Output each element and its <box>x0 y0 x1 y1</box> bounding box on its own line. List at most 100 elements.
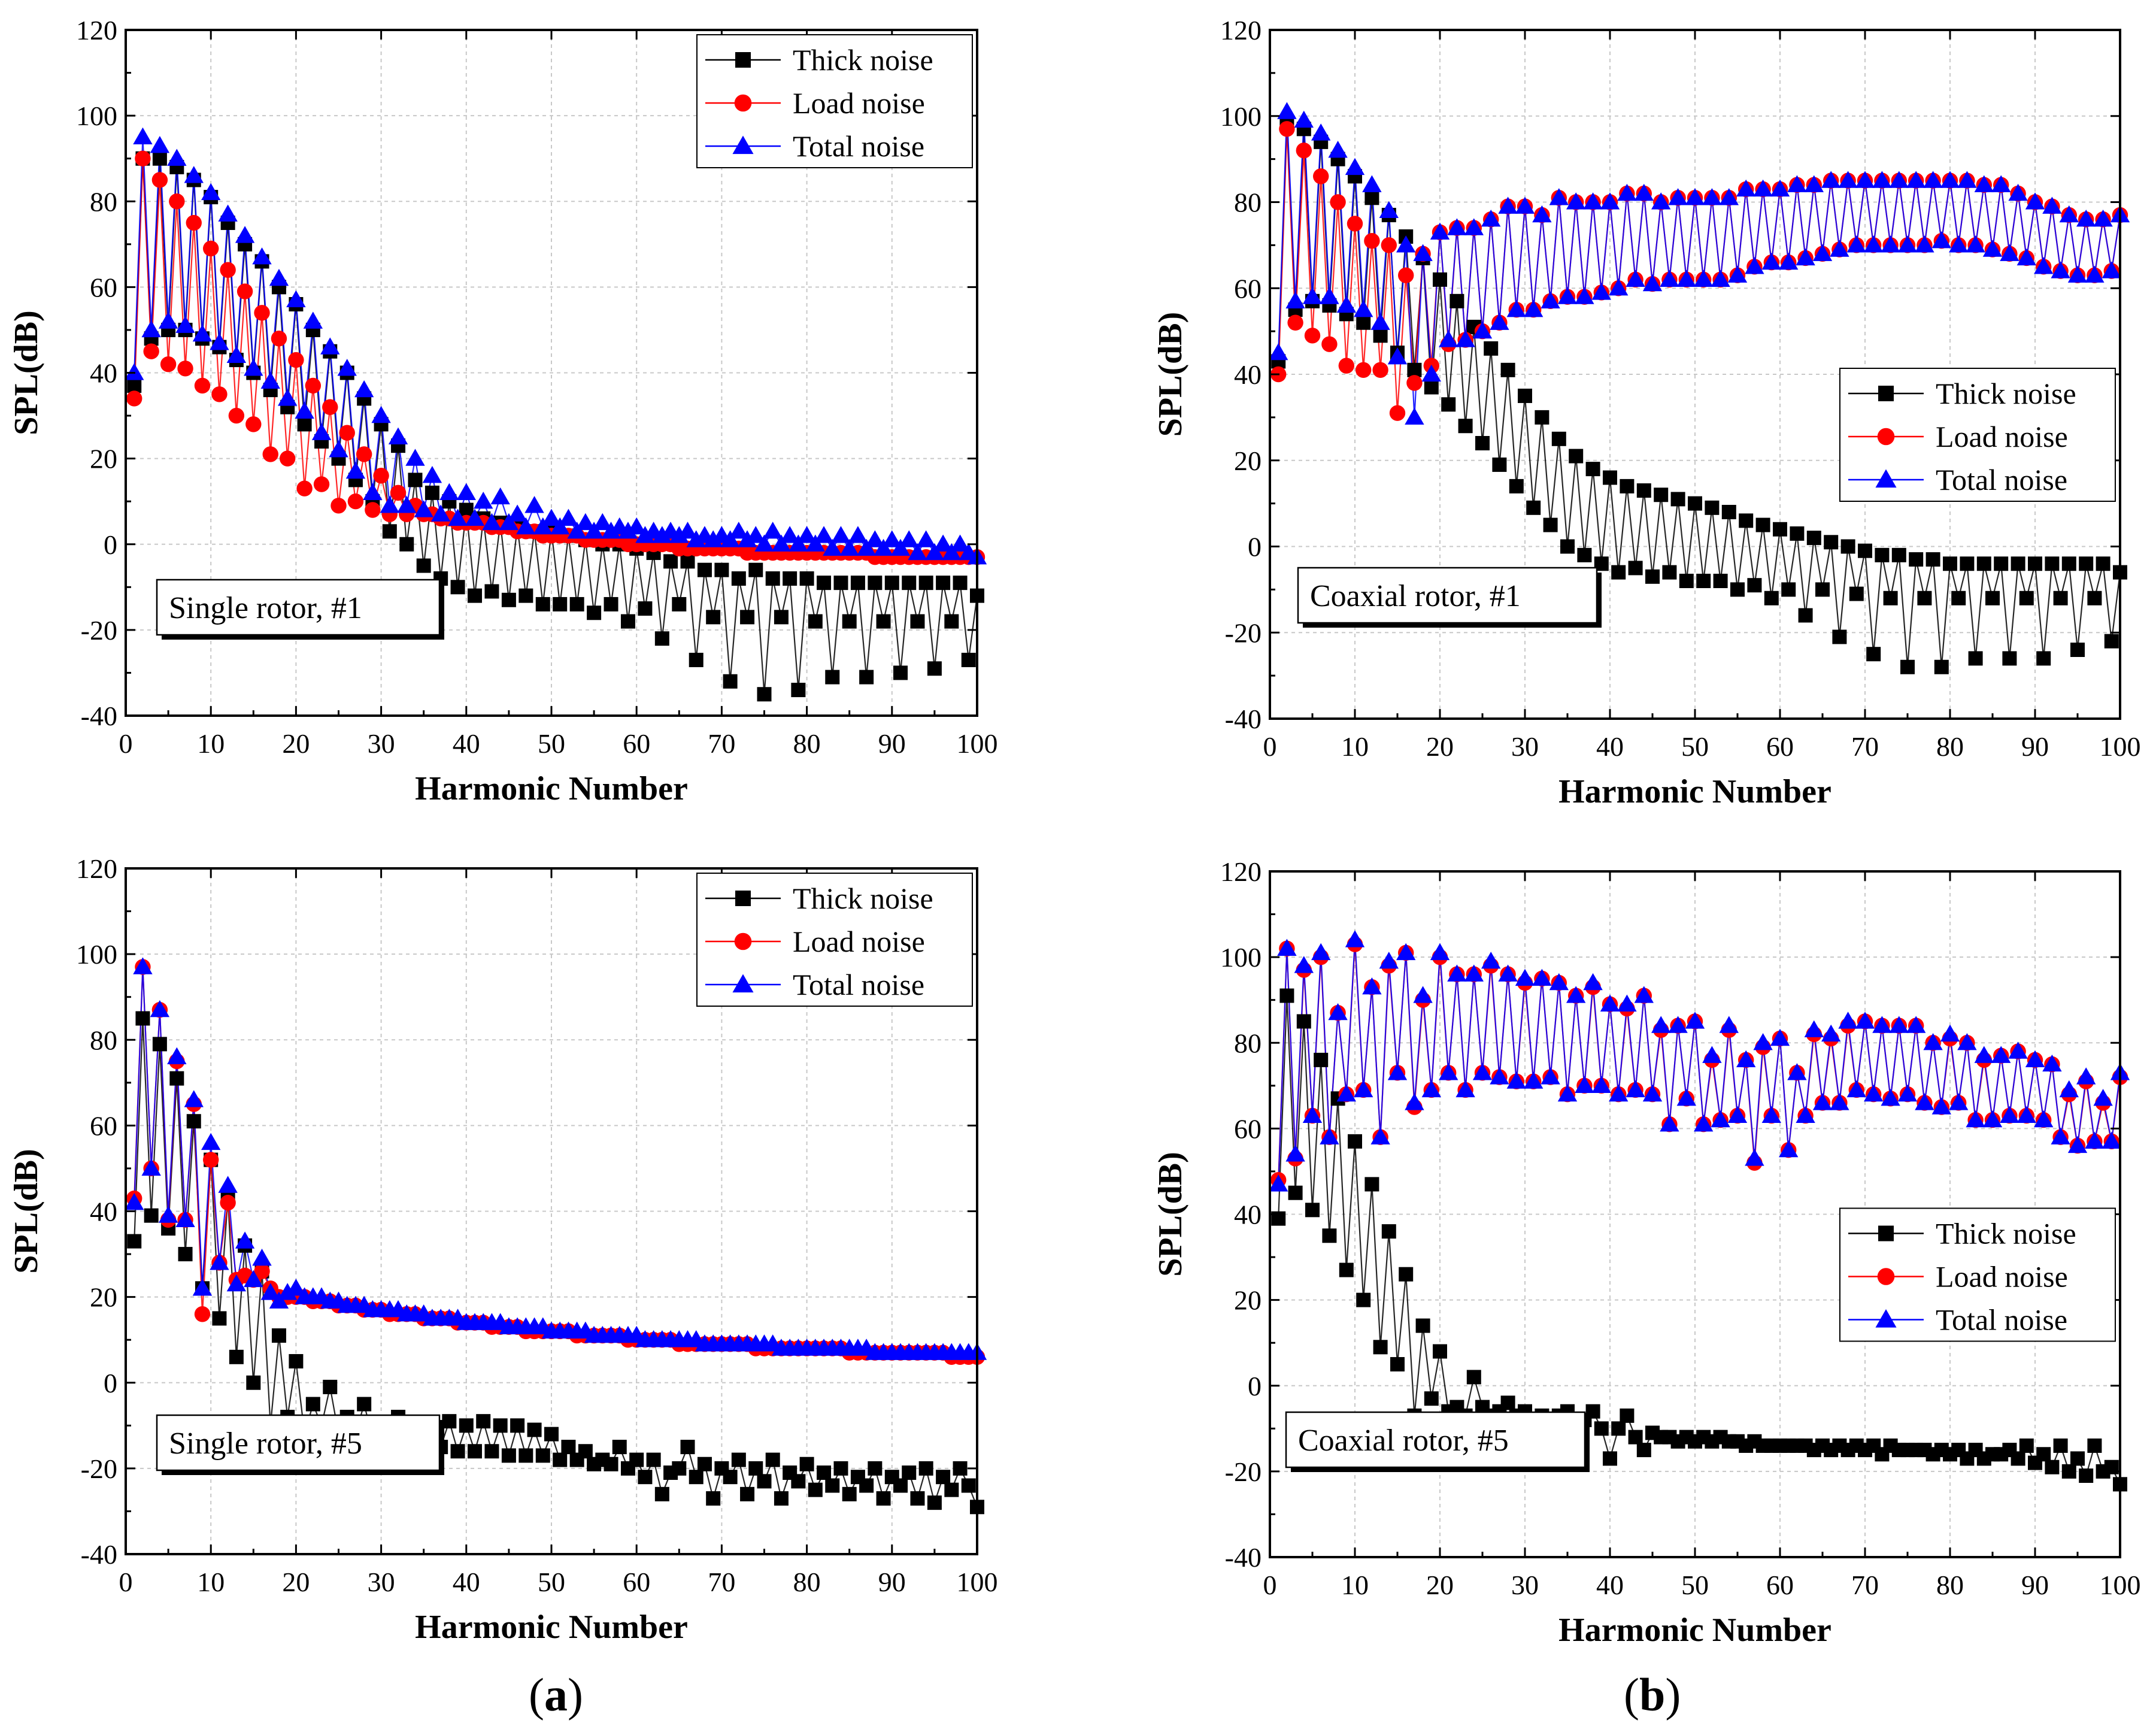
panel-title-box: Coaxial rotor, #5 <box>1285 1411 1590 1472</box>
y-tick-label: 60 <box>90 272 117 302</box>
data-point <box>1515 196 1535 214</box>
data-point <box>246 1375 261 1390</box>
data-point <box>1583 973 1603 991</box>
data-point <box>902 1465 917 1480</box>
data-point <box>2016 1106 2036 1124</box>
data-point <box>1915 235 1934 253</box>
legend: Thick noise Load noise Total noise <box>1839 1207 2116 1342</box>
data-point <box>1685 188 1705 205</box>
x-tick-label: 70 <box>708 728 735 759</box>
data-point <box>1974 1046 1994 1063</box>
data-point <box>1575 287 1594 304</box>
data-point <box>541 508 562 526</box>
data-point <box>1940 171 1960 188</box>
data-point <box>706 610 721 625</box>
legend-marker <box>734 94 752 112</box>
data-point <box>245 416 262 432</box>
data-point <box>654 1486 669 1501</box>
data-point <box>203 1152 219 1168</box>
data-point <box>262 446 278 462</box>
x-tick-label: 90 <box>878 1567 906 1597</box>
y-tick-label: 60 <box>90 1110 117 1141</box>
data-point <box>125 1192 144 1210</box>
data-point <box>1500 1395 1515 1410</box>
data-point <box>652 526 672 543</box>
x-tick-label: 90 <box>878 728 906 759</box>
y-tick-label: 0 <box>1248 532 1262 562</box>
data-point <box>2011 1451 2025 1466</box>
data-point <box>550 517 570 535</box>
y-tick-label: -20 <box>1225 1457 1262 1487</box>
data-point <box>456 483 476 501</box>
data-point <box>337 359 357 376</box>
data-point <box>158 311 178 329</box>
data-point <box>584 522 604 539</box>
data-point <box>465 508 485 526</box>
data-point <box>1311 943 1331 961</box>
data-point <box>2102 261 2121 278</box>
data-point <box>2008 1041 2028 1059</box>
data-point <box>527 1422 542 1437</box>
data-point <box>944 1482 959 1497</box>
data-point <box>322 399 338 415</box>
data-point <box>1957 1033 1977 1050</box>
data-point <box>2016 248 2036 266</box>
data-point <box>1719 188 1739 205</box>
data-point <box>1925 552 1940 567</box>
data-point <box>430 504 451 522</box>
data-point <box>1917 591 1932 605</box>
data-point <box>789 534 808 552</box>
data-point <box>1577 547 1592 562</box>
data-point <box>1889 1016 1909 1033</box>
data-point <box>339 425 355 441</box>
data-point <box>416 558 431 573</box>
data-point <box>627 517 647 535</box>
data-point <box>212 1311 227 1326</box>
data-point <box>152 151 167 166</box>
data-point <box>388 427 408 444</box>
data-point <box>848 526 868 543</box>
data-point <box>1815 582 1830 597</box>
panel-title-box: Single rotor, #5 <box>156 1414 444 1475</box>
data-point <box>1490 1067 1509 1085</box>
data-point <box>1277 938 1297 956</box>
legend-label: Load noise <box>1936 420 2068 453</box>
data-point <box>1651 1016 1671 1033</box>
data-point <box>1764 591 1779 605</box>
data-point <box>1356 1292 1371 1307</box>
y-axis-title: SPL(dB) <box>8 1149 45 1274</box>
data-point <box>1849 586 1864 601</box>
data-point <box>1739 513 1754 528</box>
data-point <box>678 522 698 539</box>
data-point <box>235 226 255 243</box>
data-point <box>1985 591 2000 605</box>
chart-panel-4: 0 10 20 30 40 50 60 70 80 90 100 -40 -20 0 20 40 60 80 100… <box>1152 856 2141 1649</box>
data-point <box>646 1452 661 1467</box>
data-point <box>1931 231 1951 249</box>
y-tick-label: 80 <box>90 186 117 217</box>
data-point <box>1721 505 1736 519</box>
data-point <box>167 149 187 166</box>
data-point <box>1668 1016 1688 1033</box>
data-point <box>1364 1177 1379 1192</box>
legend-label: Load noise <box>793 925 925 958</box>
data-point <box>141 1158 161 1176</box>
data-point <box>126 390 142 407</box>
x-tick-label: 20 <box>282 1567 310 1597</box>
data-point <box>791 683 806 698</box>
x-tick-label: 0 <box>1263 731 1277 762</box>
data-point <box>1506 299 1526 317</box>
data-point <box>1660 1115 1679 1132</box>
data-point <box>1982 1110 2003 1128</box>
data-point <box>1600 994 1620 1012</box>
data-point <box>1881 235 1900 253</box>
data-point <box>2096 556 2110 571</box>
data-point <box>1296 143 1312 159</box>
data-point <box>1585 1404 1600 1419</box>
data-point <box>289 1353 304 1368</box>
data-point <box>1770 1028 1790 1046</box>
data-point <box>1492 457 1507 472</box>
y-tick-label: 0 <box>104 529 117 560</box>
data-point <box>936 1470 951 1485</box>
data-point <box>1506 1071 1526 1089</box>
